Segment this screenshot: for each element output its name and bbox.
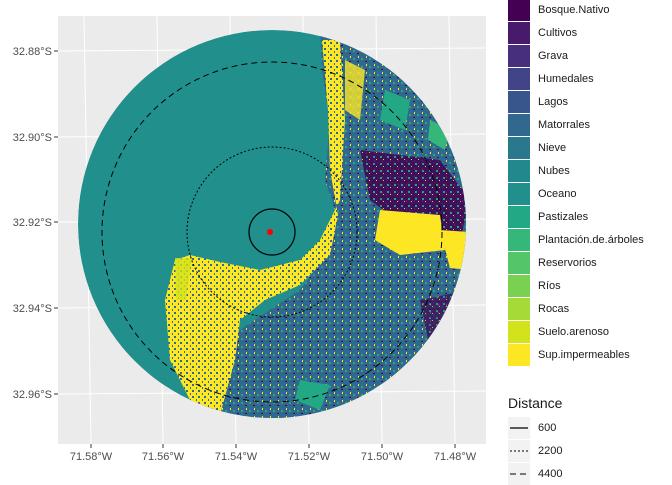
x-tick-label: 71.48°W: [434, 451, 477, 463]
legend-label: Rocas: [538, 303, 570, 315]
distance-label: 4400: [538, 468, 563, 480]
ring-600: [248, 208, 296, 256]
legend-item: Suelo.arenoso: [508, 321, 609, 343]
ring-2200: [186, 146, 358, 318]
legend-swatch: [508, 137, 530, 159]
y-tick-label: 32.94°S: [13, 303, 52, 315]
legend-label: Sup.impermeables: [538, 349, 630, 361]
legend-item: Rocas: [508, 298, 569, 320]
legend-label: Cultivos: [538, 27, 578, 39]
dotted-line-key: [508, 440, 530, 462]
legend-item: Sup.impermeables: [508, 344, 630, 366]
y-tick-label: 32.88°S: [13, 46, 52, 58]
legend-label: Grava: [538, 50, 568, 62]
legend-swatch: [508, 206, 530, 228]
legend-label: Ríos: [538, 280, 561, 292]
y-tick-label: 32.96°S: [13, 389, 52, 401]
legend-swatch: [508, 91, 530, 113]
legend-label: Humedales: [538, 73, 594, 85]
legend-swatch: [508, 344, 530, 366]
distance-label: 600: [538, 422, 557, 434]
legend-swatch: [508, 68, 530, 90]
legend-label: Pastizales: [538, 211, 589, 223]
y-axis: [54, 50, 58, 395]
legend-item: Ríos: [508, 275, 561, 297]
legend-item: Cultivos: [508, 22, 577, 44]
legend-swatch: [508, 45, 530, 67]
x-tick-label: 71.54°W: [215, 451, 258, 463]
legend-swatch: [508, 0, 530, 21]
legend-item: Reservorios: [508, 252, 597, 274]
distance-legend-item-600: 600: [508, 417, 556, 439]
legend-item: Nieve: [508, 137, 566, 159]
legend-item: Nubes: [508, 160, 570, 182]
legend-item: Lagos: [508, 91, 568, 113]
legend-swatch: [508, 114, 530, 136]
y-tick-label: 32.90°S: [13, 132, 52, 144]
distance-legend-item-2200: 2200: [508, 440, 562, 462]
solid-line-key: [508, 417, 530, 439]
ring-4400: [101, 61, 443, 403]
land-cover-raster: [78, 30, 466, 418]
legend-item: Grava: [508, 45, 568, 67]
legend-label: Suelo.arenoso: [538, 326, 609, 338]
dashed-line-key: [508, 463, 530, 485]
distance-rings: [101, 61, 443, 403]
legend-label: Bosque.Nativo: [538, 4, 610, 16]
legend-swatch: [508, 160, 530, 182]
x-tick-label: 71.58°W: [70, 451, 113, 463]
y-tick-label: 32.92°S: [13, 217, 52, 229]
legend-swatch: [508, 229, 530, 251]
center-marker: [267, 229, 273, 235]
x-tick-label: 71.52°W: [288, 451, 331, 463]
x-axis: [90, 444, 456, 448]
legend-item: Pastizales: [508, 206, 588, 228]
legend-label: Nubes: [538, 165, 570, 177]
legend-swatch: [508, 275, 530, 297]
legend-item: Oceano: [508, 183, 577, 205]
legend-label: Reservorios: [538, 257, 597, 269]
legend-label: Plantación.de.árboles: [538, 234, 644, 246]
x-tick-label: 71.50°W: [361, 451, 404, 463]
legend-item: Plantación.de.árboles: [508, 229, 644, 251]
distance-legend-title: Distance: [508, 395, 563, 411]
legend-label: Nieve: [538, 142, 567, 154]
legend-item: Bosque.Nativo: [508, 0, 610, 21]
legend-swatch: [508, 321, 530, 343]
legend-item: Matorrales: [508, 114, 590, 136]
legend-label: Matorrales: [538, 119, 590, 131]
x-tick-label: 71.56°W: [142, 451, 185, 463]
distance-label: 2200: [538, 445, 563, 457]
legend-swatch: [508, 22, 530, 44]
legend-label: Oceano: [538, 188, 577, 200]
legend-item: Humedales: [508, 68, 594, 90]
legend-swatch: [508, 252, 530, 274]
legend-swatch: [508, 183, 530, 205]
legend-label: Lagos: [538, 96, 568, 108]
legend-swatch: [508, 298, 530, 320]
distance-legend-item-4400: 4400: [508, 463, 562, 485]
